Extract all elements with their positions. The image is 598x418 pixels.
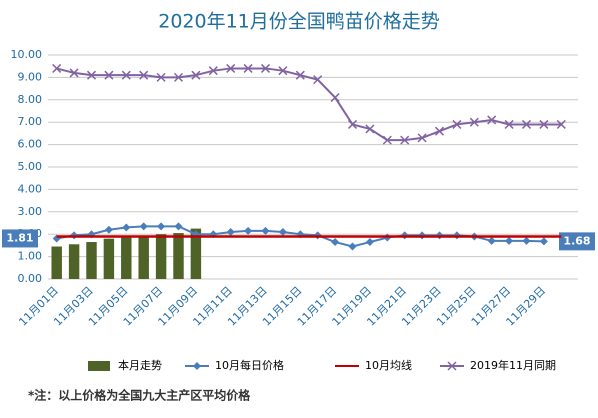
line — [56, 67, 562, 142]
marker — [295, 70, 305, 80]
marker — [365, 238, 374, 247]
value-label-box — [559, 232, 595, 251]
marker — [313, 75, 323, 85]
marker — [174, 222, 183, 231]
marker — [365, 124, 375, 134]
marker — [226, 63, 236, 73]
footnote: *注：以上价格为全国九大主产区平均价格 — [28, 388, 251, 403]
marker — [208, 66, 218, 76]
legend-label: 本月走势 — [118, 358, 162, 372]
marker — [452, 119, 462, 129]
marker — [193, 362, 201, 370]
marker — [278, 227, 287, 236]
marker — [104, 70, 114, 80]
marker — [69, 68, 79, 78]
bar — [121, 237, 132, 279]
marker — [434, 126, 445, 136]
legend-label: 10月均线 — [365, 358, 412, 372]
marker — [261, 226, 270, 235]
legend-swatch — [88, 361, 110, 371]
marker — [104, 225, 113, 234]
marker — [122, 223, 131, 232]
marker — [191, 70, 201, 80]
marker — [156, 72, 166, 82]
marker — [505, 236, 514, 245]
marker — [52, 63, 62, 73]
marker — [139, 222, 148, 231]
bar — [103, 238, 115, 279]
value-label-box — [2, 229, 38, 248]
legend-label: 2019年11月同期 — [470, 358, 556, 372]
marker — [539, 119, 549, 129]
marker — [447, 361, 457, 371]
y-tick-label: 1.00 — [18, 250, 43, 263]
value-label: 1.81 — [6, 231, 33, 244]
value-label: 1.68 — [563, 234, 590, 247]
marker — [556, 119, 566, 129]
bar — [155, 234, 167, 279]
marker — [139, 70, 149, 80]
marker — [244, 226, 253, 235]
marker — [504, 119, 514, 129]
y-tick-label: 8.00 — [18, 93, 43, 106]
marker — [469, 117, 479, 127]
y-tick-label: 7.00 — [18, 115, 43, 128]
marker — [487, 115, 497, 125]
bar — [173, 233, 184, 279]
marker — [522, 236, 531, 245]
marker — [330, 93, 340, 103]
marker — [539, 237, 548, 246]
bar — [86, 242, 97, 279]
y-tick-label: 3.00 — [18, 205, 43, 218]
y-tick-label: 6.00 — [18, 138, 43, 151]
marker — [260, 63, 271, 73]
marker — [226, 227, 235, 236]
legend-label: 10月每日价格 — [215, 358, 284, 372]
marker — [121, 70, 131, 80]
marker — [521, 119, 532, 129]
marker — [331, 238, 340, 247]
marker — [487, 236, 496, 245]
bar — [190, 228, 202, 279]
marker — [348, 242, 357, 251]
marker — [347, 119, 358, 129]
bar — [51, 246, 62, 279]
marker — [243, 63, 253, 73]
y-tick-label: 0.00 — [18, 272, 43, 285]
marker — [157, 222, 166, 231]
y-tick-label: 9.00 — [18, 70, 43, 83]
marker — [86, 70, 97, 80]
y-tick-label: 4.00 — [18, 182, 43, 195]
y-tick-label: 5.00 — [18, 160, 43, 173]
marker — [400, 135, 410, 145]
marker — [173, 72, 184, 82]
bar — [138, 236, 149, 279]
y-tick-label: 10.00 — [11, 48, 43, 61]
chart-title: 2020年11月份全国鸭苗价格走势 — [158, 11, 440, 33]
marker — [382, 135, 392, 145]
marker — [417, 133, 427, 143]
bar — [68, 244, 80, 279]
marker — [278, 66, 288, 76]
